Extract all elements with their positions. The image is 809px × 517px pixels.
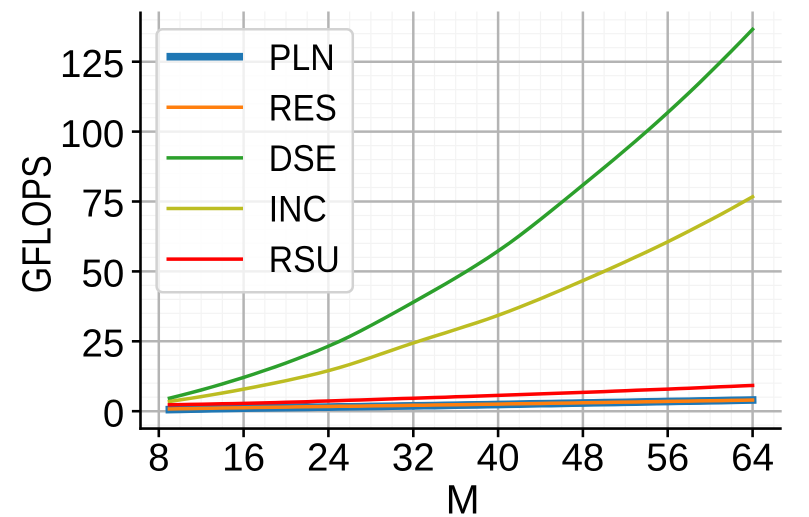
svg-text:M: M bbox=[446, 476, 480, 517]
svg-text:100: 100 bbox=[60, 113, 124, 156]
svg-text:32: 32 bbox=[392, 436, 435, 479]
svg-text:PLN: PLN bbox=[269, 36, 335, 78]
svg-text:16: 16 bbox=[222, 436, 265, 479]
svg-text:GFLOPS: GFLOPS bbox=[14, 155, 60, 293]
svg-text:25: 25 bbox=[81, 323, 124, 366]
svg-text:INC: INC bbox=[269, 188, 327, 230]
svg-text:8: 8 bbox=[148, 436, 169, 479]
svg-text:24: 24 bbox=[307, 436, 350, 479]
svg-text:0: 0 bbox=[103, 392, 124, 435]
svg-text:50: 50 bbox=[81, 253, 124, 296]
svg-text:56: 56 bbox=[646, 436, 689, 479]
svg-text:DSE: DSE bbox=[269, 137, 337, 179]
svg-text:RES: RES bbox=[269, 86, 337, 128]
svg-text:125: 125 bbox=[60, 43, 124, 86]
svg-text:48: 48 bbox=[561, 436, 604, 479]
svg-text:75: 75 bbox=[81, 183, 124, 226]
svg-text:RSU: RSU bbox=[269, 238, 340, 280]
svg-text:40: 40 bbox=[477, 436, 520, 479]
svg-text:64: 64 bbox=[731, 436, 774, 479]
